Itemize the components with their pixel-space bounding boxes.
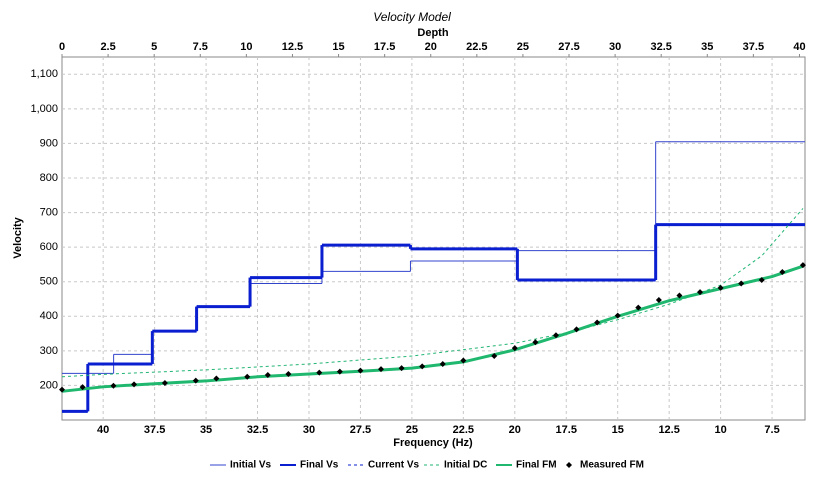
x-tick-label: 35 [200, 424, 212, 436]
x-axis-title: Frequency (Hz) [393, 437, 473, 449]
top-tick-label: 27.5 [558, 41, 579, 53]
top-tick-label: 32.5 [650, 41, 671, 53]
x-tick-label: 17.5 [556, 424, 577, 436]
top-tick-label: 10 [240, 41, 252, 53]
legend-swatch [566, 462, 572, 468]
data-point [161, 380, 168, 387]
y-tick-label: 400 [40, 310, 58, 322]
data-point [655, 297, 662, 304]
top-axis-title: Depth [417, 27, 448, 39]
data-point [316, 369, 323, 376]
data-point [213, 375, 220, 382]
x-tick-label: 22.5 [453, 424, 474, 436]
x-tick-label: 10 [714, 424, 726, 436]
data-point [511, 345, 518, 352]
data-point [398, 365, 405, 372]
data-point [594, 319, 601, 326]
data-point [285, 371, 292, 378]
data-point [758, 276, 765, 283]
y-tick-label: 300 [40, 345, 58, 357]
data-point [192, 377, 199, 384]
top-tick-label: 35 [701, 41, 713, 53]
data-point [717, 284, 724, 291]
top-tick-label: 25 [517, 41, 529, 53]
x-tick-label: 15 [612, 424, 624, 436]
y-tick-label: 600 [40, 241, 58, 253]
data-point [264, 372, 271, 379]
data-point [532, 339, 539, 346]
data-point [779, 269, 786, 276]
data-point [79, 384, 86, 391]
top-tick-label: 7.5 [193, 41, 208, 53]
legend-label: Final FM [516, 460, 557, 471]
data-point [635, 304, 642, 311]
x-tick-label: 12.5 [658, 424, 679, 436]
top-tick-label: 22.5 [466, 41, 487, 53]
data-point [336, 368, 343, 375]
top-tick-label: 20 [425, 41, 437, 53]
data-point [460, 357, 467, 364]
data-point [357, 367, 364, 374]
legend-label: Final Vs [300, 460, 339, 471]
data-point [131, 381, 138, 388]
data-point [676, 292, 683, 299]
data-point [439, 360, 446, 367]
legend-label: Initial DC [444, 460, 487, 471]
x-tick-label: 32.5 [247, 424, 268, 436]
top-tick-label: 0 [59, 41, 65, 53]
data-point [697, 289, 704, 296]
series-line [61, 264, 804, 393]
legend-label: Measured FM [580, 460, 644, 471]
y-axis-title: Velocity [12, 216, 24, 258]
top-tick-label: 15 [332, 41, 344, 53]
x-tick-label: 7.5 [764, 424, 779, 436]
x-tick-label: 40 [97, 424, 109, 436]
data-point [738, 280, 745, 287]
y-tick-label: 1,100 [30, 68, 58, 80]
data-point [799, 262, 806, 269]
data-point [59, 386, 65, 393]
top-tick-label: 5 [151, 41, 157, 53]
data-point [419, 363, 426, 370]
data-point [491, 353, 498, 360]
y-tick-label: 200 [40, 379, 58, 391]
top-tick-label: 37.5 [743, 41, 764, 53]
x-tick-label: 20 [509, 424, 521, 436]
y-tick-label: 1,000 [30, 103, 58, 115]
legend-label: Initial Vs [230, 460, 272, 471]
data-point [378, 366, 385, 373]
x-tick-label: 37.5 [144, 424, 165, 436]
top-tick-label: 30 [609, 41, 621, 53]
x-tick-label: 30 [303, 424, 315, 436]
series-line [61, 208, 804, 378]
plot-frame [61, 56, 806, 421]
top-tick-label: 17.5 [374, 41, 395, 53]
data-point [573, 326, 580, 333]
y-tick-label: 900 [40, 137, 58, 149]
y-tick-label: 800 [40, 172, 58, 184]
data-point [552, 332, 559, 339]
y-tick-label: 700 [40, 206, 58, 218]
chart-title: Velocity Model [373, 10, 451, 24]
x-tick-label: 25 [406, 424, 418, 436]
data-point [614, 312, 621, 319]
top-tick-label: 12.5 [282, 41, 303, 53]
legend-label: Current Vs [368, 460, 420, 471]
top-tick-label: 2.5 [100, 41, 115, 53]
data-point [244, 373, 251, 380]
top-tick-label: 40 [793, 41, 805, 53]
y-tick-label: 500 [40, 276, 58, 288]
data-point [110, 382, 117, 389]
x-tick-label: 27.5 [350, 424, 371, 436]
